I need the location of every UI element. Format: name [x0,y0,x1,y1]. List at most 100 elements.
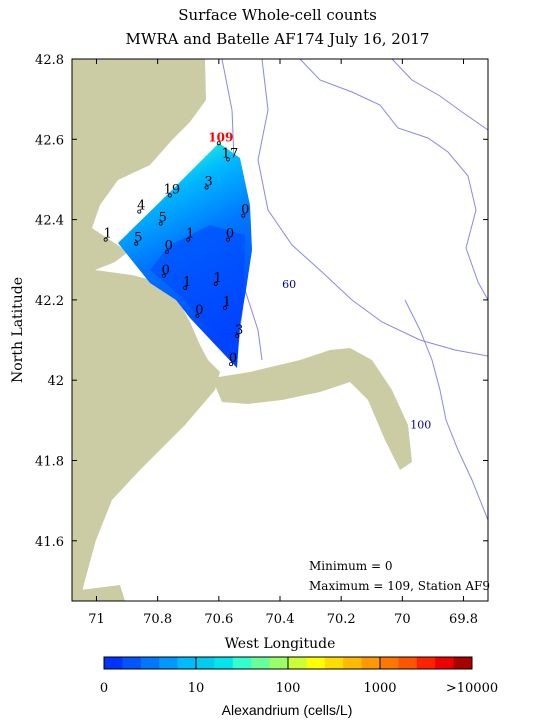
station-value-max: 109 [208,130,233,144]
x-tick-label: 70.8 [143,612,172,627]
station-dot [229,362,234,367]
y-tick-label: 42 [47,374,64,389]
map-title: Surface Whole-cell counts [178,6,377,24]
y-tick-label: 42.2 [35,294,64,309]
contour-label: 60 [282,278,296,291]
x-tick-label: 70.6 [204,612,233,627]
contour-line-60 [257,59,488,357]
y-tick-label: 42.8 [35,53,64,68]
colorbar-swatch [380,657,399,669]
contour-line-east [404,299,488,521]
colorbar-swatch [288,657,307,669]
x-axis-label: West Longitude [225,636,336,652]
station-dot [134,241,139,246]
colorbar-tick-label: 1000 [363,681,396,696]
colorbar-tick-label: 10 [188,681,205,696]
y-tick-label: 41.6 [35,535,64,550]
contour-line-outer [391,59,488,131]
minimum-readout: Minimum = 0 [309,559,393,573]
station-dot [183,285,188,290]
station-value: 19 [164,183,181,198]
colorbar-swatch [453,657,473,669]
colorbar-label: Alexandrium (cells/L) [222,702,353,718]
station-dot [225,237,230,242]
station-dot [225,157,230,162]
colorbar-swatch [435,657,455,669]
colorbar-tick-label: >10000 [446,681,498,696]
station-value: 4 [137,199,145,214]
y-axis-label: North Latitude [10,277,26,383]
y-tick-label: 41.8 [35,454,64,469]
colorbar-swatch [343,657,363,669]
station-dot [167,193,172,198]
contour-line-100 [299,59,488,301]
colorbar-swatch [232,657,252,669]
station-value: 17 [222,146,239,161]
x-tick-label: 70.4 [266,612,295,627]
station-value: 1 [104,227,112,242]
station-dot [204,185,209,190]
station-value: 0 [165,239,173,254]
station-dot [241,213,246,218]
island-shape [80,585,125,601]
colorbar-swatch [104,657,123,669]
cape-cod-shape [212,348,412,470]
colorbar-swatch [269,657,289,669]
station-value: 5 [134,231,142,246]
station-dot [235,334,240,339]
colorbar-tick-label: 100 [276,681,301,696]
y-tick-label: 42.6 [35,133,64,148]
station-value: 1 [186,227,194,242]
colorbar-swatch [306,657,326,669]
colorbar-swatch [159,657,179,669]
contour-labels: 60 100 [282,278,431,432]
map-subtitle: MWRA and Batelle AF174 July 16, 2017 [125,30,430,48]
station-value: 1 [183,275,191,290]
plume-core [150,225,245,350]
station-dot [161,273,166,278]
station-dot [216,141,221,146]
contour-label: 100 [410,418,431,431]
station-dot [103,237,108,242]
station-dot [222,305,227,310]
maximum-readout: Maximum = 109, Station AF9 [309,579,490,593]
colorbar-swatch [122,657,142,669]
colorbar-swatch [196,657,215,669]
colorbar-swatch [416,657,436,669]
colorbar-swatch [398,657,418,669]
colorbar-swatch [361,657,381,669]
station-dot [137,209,142,214]
station-value: 0 [241,203,249,218]
station-value: 5 [159,211,167,226]
colorbar-tick-labels: 0 10 100 1000 >10000 [100,657,498,696]
station-value: 0 [195,303,203,318]
x-axis: 71 70.8 70.6 70.4 70.2 70 69.8 [88,59,478,627]
x-tick-label: 70 [394,612,411,627]
station-value: 3 [204,174,212,189]
colorbar-swatch [140,657,160,669]
station-dot [195,313,200,318]
station-value: 0 [162,263,170,278]
station-value: 0 [226,227,234,242]
station-value: 1 [223,295,231,310]
station-value: 1 [214,271,222,286]
x-tick-label: 71 [88,612,105,627]
colorbar-swatch [251,657,271,669]
station-dot [164,249,169,254]
colorbar-swatch [214,657,234,669]
y-axis: 42.8 42.6 42.4 42.2 42 41.8 41.6 [35,53,488,550]
x-tick-label: 70.2 [327,612,356,627]
station-value: 3 [235,323,243,338]
station-dot [213,281,218,286]
x-tick-label: 69.8 [449,612,478,627]
station-dot [158,221,163,226]
colorbar-swatch [177,657,197,669]
mainland-shape [72,59,220,601]
y-tick-label: 42.4 [35,214,64,229]
station-dot [186,237,191,242]
colorbar-swatch [324,657,344,669]
colorbar-tick-label: 0 [100,681,108,696]
station-value: 0 [229,351,237,366]
